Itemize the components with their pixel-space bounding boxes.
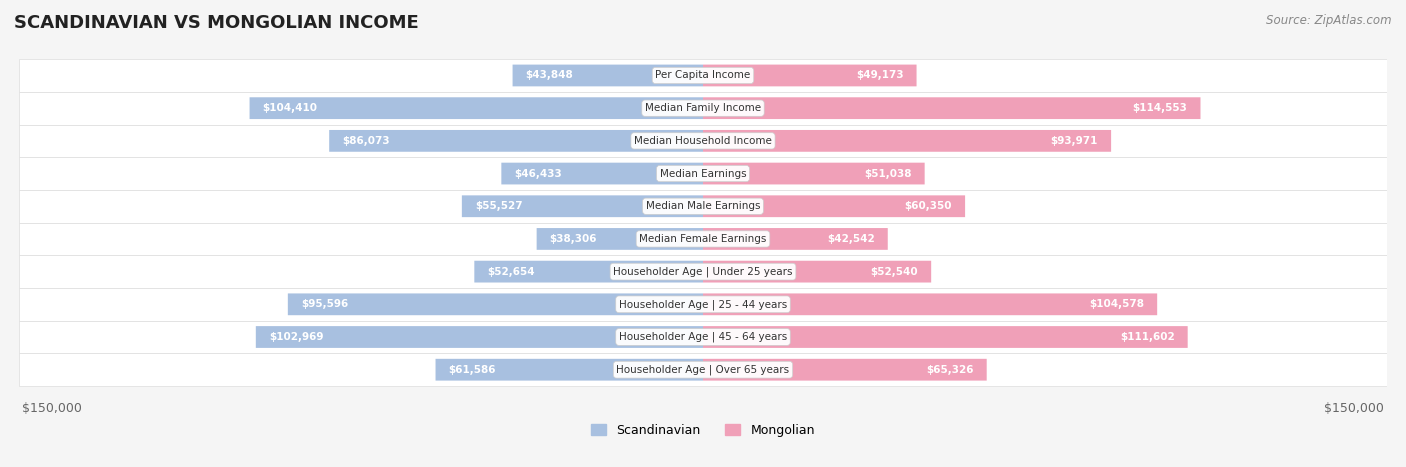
FancyBboxPatch shape (703, 359, 987, 381)
FancyBboxPatch shape (288, 293, 703, 315)
Text: Median Household Income: Median Household Income (634, 136, 772, 146)
FancyBboxPatch shape (20, 255, 1386, 288)
Text: $61,586: $61,586 (449, 365, 496, 375)
Text: Householder Age | Under 25 years: Householder Age | Under 25 years (613, 266, 793, 277)
FancyBboxPatch shape (703, 326, 1188, 348)
Text: $52,654: $52,654 (488, 267, 534, 276)
FancyBboxPatch shape (703, 228, 887, 250)
Text: $38,306: $38,306 (550, 234, 598, 244)
FancyBboxPatch shape (537, 228, 703, 250)
Text: Source: ZipAtlas.com: Source: ZipAtlas.com (1267, 14, 1392, 27)
Text: $51,038: $51,038 (865, 169, 911, 178)
FancyBboxPatch shape (20, 125, 1386, 157)
FancyBboxPatch shape (703, 261, 931, 283)
Text: $49,173: $49,173 (856, 71, 904, 80)
FancyBboxPatch shape (703, 163, 925, 184)
FancyBboxPatch shape (256, 326, 703, 348)
Text: $111,602: $111,602 (1121, 332, 1174, 342)
Text: $43,848: $43,848 (526, 71, 574, 80)
FancyBboxPatch shape (329, 130, 703, 152)
Text: Median Family Income: Median Family Income (645, 103, 761, 113)
FancyBboxPatch shape (249, 97, 703, 119)
FancyBboxPatch shape (703, 97, 1201, 119)
FancyBboxPatch shape (20, 190, 1386, 223)
FancyBboxPatch shape (436, 359, 703, 381)
Text: $104,578: $104,578 (1090, 299, 1144, 309)
FancyBboxPatch shape (20, 354, 1386, 386)
FancyBboxPatch shape (703, 64, 917, 86)
Text: $102,969: $102,969 (269, 332, 323, 342)
Text: $42,542: $42,542 (827, 234, 875, 244)
Text: Householder Age | 45 - 64 years: Householder Age | 45 - 64 years (619, 332, 787, 342)
Text: $114,553: $114,553 (1133, 103, 1188, 113)
FancyBboxPatch shape (703, 195, 965, 217)
Text: Householder Age | 25 - 44 years: Householder Age | 25 - 44 years (619, 299, 787, 310)
FancyBboxPatch shape (703, 130, 1111, 152)
Text: $60,350: $60,350 (904, 201, 952, 211)
FancyBboxPatch shape (20, 59, 1386, 92)
Text: $104,410: $104,410 (263, 103, 318, 113)
Text: Median Female Earnings: Median Female Earnings (640, 234, 766, 244)
FancyBboxPatch shape (502, 163, 703, 184)
Text: SCANDINAVIAN VS MONGOLIAN INCOME: SCANDINAVIAN VS MONGOLIAN INCOME (14, 14, 419, 32)
Text: $95,596: $95,596 (301, 299, 349, 309)
Text: Median Earnings: Median Earnings (659, 169, 747, 178)
FancyBboxPatch shape (513, 64, 703, 86)
FancyBboxPatch shape (20, 321, 1386, 354)
FancyBboxPatch shape (461, 195, 703, 217)
Text: $46,433: $46,433 (515, 169, 562, 178)
Text: $65,326: $65,326 (927, 365, 974, 375)
FancyBboxPatch shape (703, 293, 1157, 315)
Text: Median Male Earnings: Median Male Earnings (645, 201, 761, 211)
Text: $93,971: $93,971 (1050, 136, 1098, 146)
Text: $55,527: $55,527 (475, 201, 523, 211)
FancyBboxPatch shape (20, 92, 1386, 125)
FancyBboxPatch shape (20, 288, 1386, 321)
FancyBboxPatch shape (20, 157, 1386, 190)
FancyBboxPatch shape (20, 223, 1386, 255)
Legend: Scandinavian, Mongolian: Scandinavian, Mongolian (591, 424, 815, 437)
Text: $86,073: $86,073 (342, 136, 389, 146)
FancyBboxPatch shape (474, 261, 703, 283)
Text: Householder Age | Over 65 years: Householder Age | Over 65 years (616, 364, 790, 375)
Text: $52,540: $52,540 (870, 267, 918, 276)
Text: Per Capita Income: Per Capita Income (655, 71, 751, 80)
